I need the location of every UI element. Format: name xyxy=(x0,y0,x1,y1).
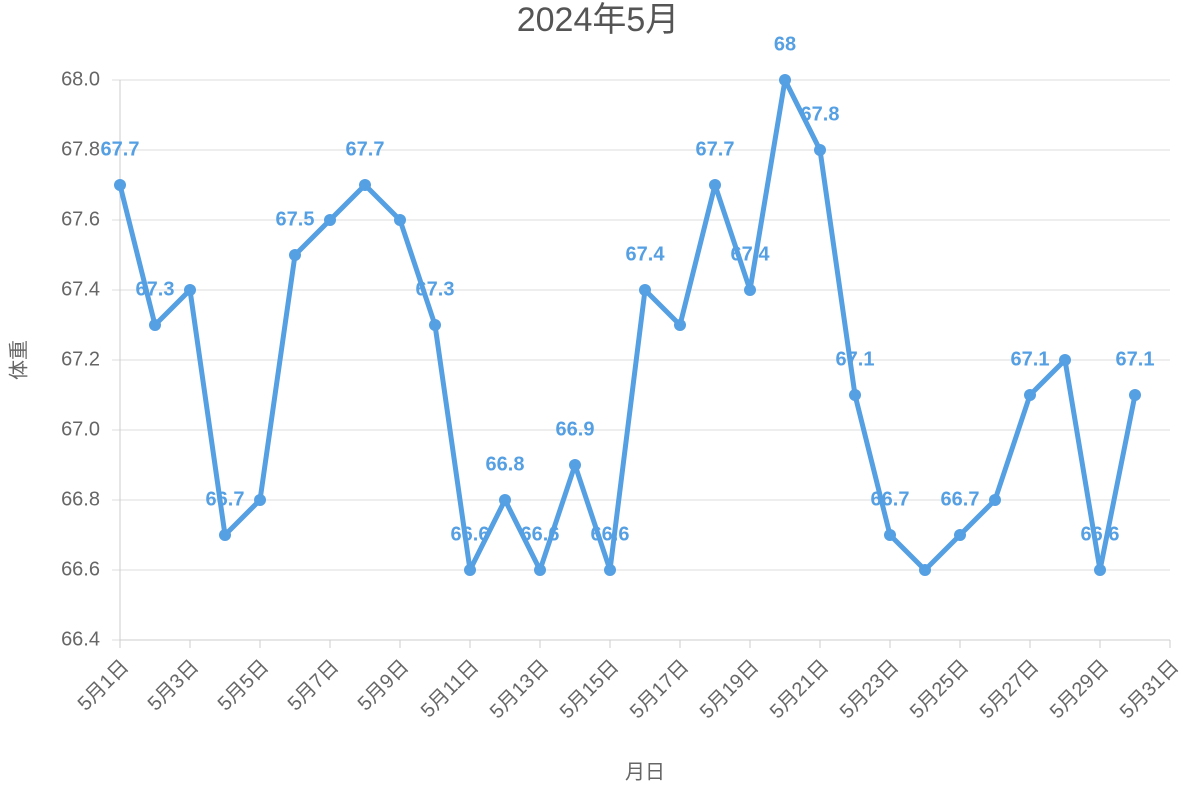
data-label: 67.1 xyxy=(836,348,875,370)
y-tick-label: 67.6 xyxy=(61,208,100,230)
y-tick-label: 66.6 xyxy=(61,558,100,580)
point xyxy=(1094,564,1106,576)
data-label: 66.6 xyxy=(1081,523,1120,545)
x-tick-label: 5月1日 xyxy=(74,656,134,716)
data-label: 67.4 xyxy=(731,243,771,265)
x-tick-label: 5月17日 xyxy=(626,656,693,723)
data-label: 66.7 xyxy=(941,488,980,510)
x-tick-label: 5月5日 xyxy=(214,656,274,716)
y-tick-label: 67.0 xyxy=(61,418,100,440)
data-label: 67.5 xyxy=(276,208,315,230)
point xyxy=(429,319,441,331)
line xyxy=(117,77,1138,573)
point xyxy=(254,494,266,506)
x-axis-title: 月日 xyxy=(625,761,665,783)
data-label: 66.8 xyxy=(486,453,525,475)
point xyxy=(604,564,616,576)
point xyxy=(359,179,371,191)
y-axis-title: 体重 xyxy=(7,340,30,380)
point xyxy=(779,74,791,86)
x-tick-label: 5月25日 xyxy=(906,656,973,723)
data-label: 67.3 xyxy=(136,278,175,300)
point xyxy=(884,529,896,541)
chart-title: 2024年5月 xyxy=(517,1,680,39)
data-label: 67.1 xyxy=(1011,348,1050,370)
x-tick-label: 5月31日 xyxy=(1116,656,1183,723)
point xyxy=(499,494,511,506)
x-tick-label: 5月9日 xyxy=(354,656,414,716)
point xyxy=(919,564,931,576)
x-tick-label: 5月27日 xyxy=(976,656,1043,723)
point xyxy=(674,319,686,331)
point xyxy=(534,564,546,576)
point xyxy=(639,284,651,296)
x-tick-label: 5月15日 xyxy=(556,656,623,723)
point xyxy=(989,494,1001,506)
y-tick-label: 68.0 xyxy=(61,68,100,90)
data-label: 66.6 xyxy=(591,523,630,545)
point xyxy=(849,389,861,401)
point xyxy=(744,284,756,296)
y-tick-label: 66.4 xyxy=(61,628,100,650)
data-label: 67.7 xyxy=(696,138,735,160)
data-label: 67.4 xyxy=(626,243,666,265)
point xyxy=(219,529,231,541)
data-label: 67.1 xyxy=(1116,348,1155,370)
point xyxy=(149,319,161,331)
point xyxy=(1129,389,1141,401)
point xyxy=(464,564,476,576)
data-label: 67.7 xyxy=(346,138,385,160)
x-tick-label: 5月21日 xyxy=(766,656,833,723)
data-label: 66.7 xyxy=(871,488,910,510)
data-label: 67.3 xyxy=(416,278,455,300)
x-tick-label: 5月7日 xyxy=(284,656,344,716)
x-tick-label: 5月29日 xyxy=(1046,656,1113,723)
point xyxy=(324,214,336,226)
point xyxy=(1024,389,1036,401)
point xyxy=(814,144,826,156)
data-label: 66.6 xyxy=(451,523,490,545)
point xyxy=(954,529,966,541)
data-label: 66.6 xyxy=(521,523,560,545)
point xyxy=(289,249,301,261)
x-tick-label: 5月13日 xyxy=(486,656,553,723)
point xyxy=(114,179,126,191)
point xyxy=(394,214,406,226)
data-label: 66.9 xyxy=(556,418,595,440)
data-label: 67.7 xyxy=(101,138,140,160)
x-tick-label: 5月19日 xyxy=(696,656,763,723)
data-label: 68 xyxy=(774,33,796,55)
point xyxy=(569,459,581,471)
y-tick-label: 67.2 xyxy=(61,348,100,370)
point xyxy=(184,284,196,296)
data-label: 66.7 xyxy=(206,488,245,510)
data-label: 67.8 xyxy=(801,103,840,125)
x-tick-label: 5月3日 xyxy=(144,656,204,716)
y-tick-label: 67.4 xyxy=(61,278,100,300)
x-tick-label: 5月23日 xyxy=(836,656,903,723)
y-tick-label: 67.8 xyxy=(61,138,100,160)
point xyxy=(1059,354,1071,366)
point xyxy=(709,179,721,191)
x-tick-label: 5月11日 xyxy=(417,656,483,722)
y-tick-label: 66.8 xyxy=(61,488,100,510)
